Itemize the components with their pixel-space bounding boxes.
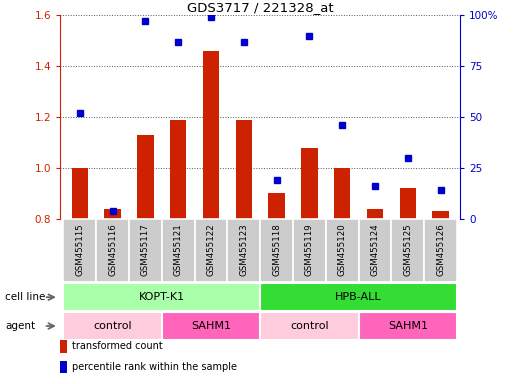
Bar	[195, 219, 228, 282]
Bar	[260, 283, 457, 311]
Text: GSM455115: GSM455115	[75, 223, 84, 276]
Bar	[326, 219, 359, 282]
Text: KOPT-K1: KOPT-K1	[139, 292, 185, 302]
Bar	[367, 209, 383, 219]
Bar	[63, 219, 96, 282]
Bar	[63, 283, 260, 311]
Text: GSM455119: GSM455119	[305, 223, 314, 276]
Text: control: control	[290, 321, 328, 331]
Text: GSM455124: GSM455124	[370, 223, 380, 276]
Bar	[301, 148, 317, 219]
Text: HPB-ALL: HPB-ALL	[335, 292, 382, 302]
Bar	[260, 312, 359, 340]
Bar	[60, 340, 67, 353]
Text: SAHM1: SAHM1	[388, 321, 428, 331]
Bar	[203, 51, 219, 219]
Text: GSM455121: GSM455121	[174, 223, 183, 276]
Text: GSM455118: GSM455118	[272, 223, 281, 276]
Bar	[60, 361, 67, 373]
Bar	[235, 120, 252, 219]
Text: GSM455126: GSM455126	[436, 223, 445, 276]
Bar	[268, 194, 285, 219]
Bar	[400, 189, 416, 219]
Bar	[105, 209, 121, 219]
Bar	[63, 312, 162, 340]
Bar	[228, 219, 260, 282]
Text: GSM455117: GSM455117	[141, 223, 150, 276]
Bar	[96, 219, 129, 282]
Text: GSM455120: GSM455120	[338, 223, 347, 276]
Text: percentile rank within the sample: percentile rank within the sample	[72, 362, 237, 372]
Text: GSM455122: GSM455122	[207, 223, 215, 276]
Title: GDS3717 / 221328_at: GDS3717 / 221328_at	[187, 1, 334, 14]
Bar	[137, 135, 154, 219]
Text: GSM455125: GSM455125	[403, 223, 412, 276]
Bar	[424, 219, 457, 282]
Bar	[162, 219, 195, 282]
Text: agent: agent	[5, 321, 36, 331]
Bar	[359, 312, 457, 340]
Bar	[334, 168, 350, 219]
Text: SAHM1: SAHM1	[191, 321, 231, 331]
Bar	[433, 211, 449, 219]
Bar	[162, 312, 260, 340]
Bar	[260, 219, 293, 282]
Text: GSM455116: GSM455116	[108, 223, 117, 276]
Text: control: control	[93, 321, 132, 331]
Text: GSM455123: GSM455123	[240, 223, 248, 276]
Bar	[391, 219, 424, 282]
Bar	[293, 219, 326, 282]
Text: transformed count: transformed count	[72, 341, 163, 351]
Bar	[129, 219, 162, 282]
Text: cell line: cell line	[5, 292, 46, 302]
Bar	[359, 219, 391, 282]
Bar	[170, 120, 186, 219]
Bar	[72, 168, 88, 219]
